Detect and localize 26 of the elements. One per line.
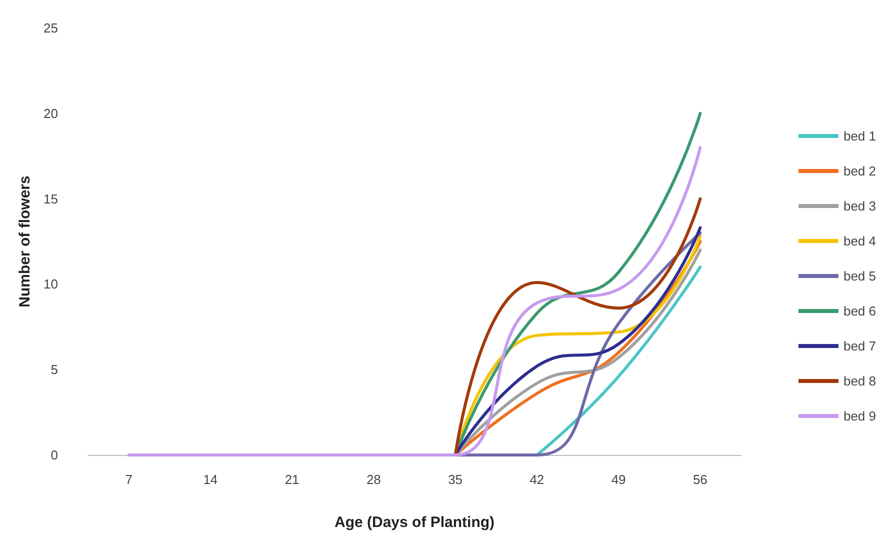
y-tick-label: 25 [44, 20, 58, 36]
legend-label: bed 4 [843, 234, 876, 248]
legend-label: bed 7 [843, 338, 876, 354]
x-tick-label: 21 [284, 472, 300, 487]
legend-label: bed 9 [843, 408, 876, 424]
x-tick-label: 7 [125, 472, 132, 487]
x-axis-title: Age (Days of Planting) [334, 514, 495, 531]
y-tick-label: 20 [44, 106, 58, 121]
legend-label: bed 6 [843, 304, 876, 318]
line-series [127, 146, 702, 456]
x-tick-label: 56 [692, 472, 708, 487]
y-tick-label: 10 [44, 276, 58, 292]
y-tick-label: 15 [44, 191, 58, 206]
legend-label: bed 1 [843, 128, 876, 144]
legend-label: bed 3 [843, 198, 876, 214]
legend-label: bed 5 [843, 268, 876, 284]
x-tick-label: 35 [448, 472, 463, 487]
x-tick-label: 14 [203, 472, 218, 487]
legend-label: bed 8 [843, 374, 876, 388]
y-tick-label: 5 [50, 362, 58, 378]
x-tick-label: 42 [530, 472, 544, 487]
legend-label: bed 2 [843, 164, 876, 178]
y-axis-title: Number of flowers [16, 176, 34, 308]
x-tick-label: 28 [366, 472, 381, 487]
x-tick-label: 49 [611, 472, 626, 487]
y-tick-label: 0 [50, 448, 58, 462]
